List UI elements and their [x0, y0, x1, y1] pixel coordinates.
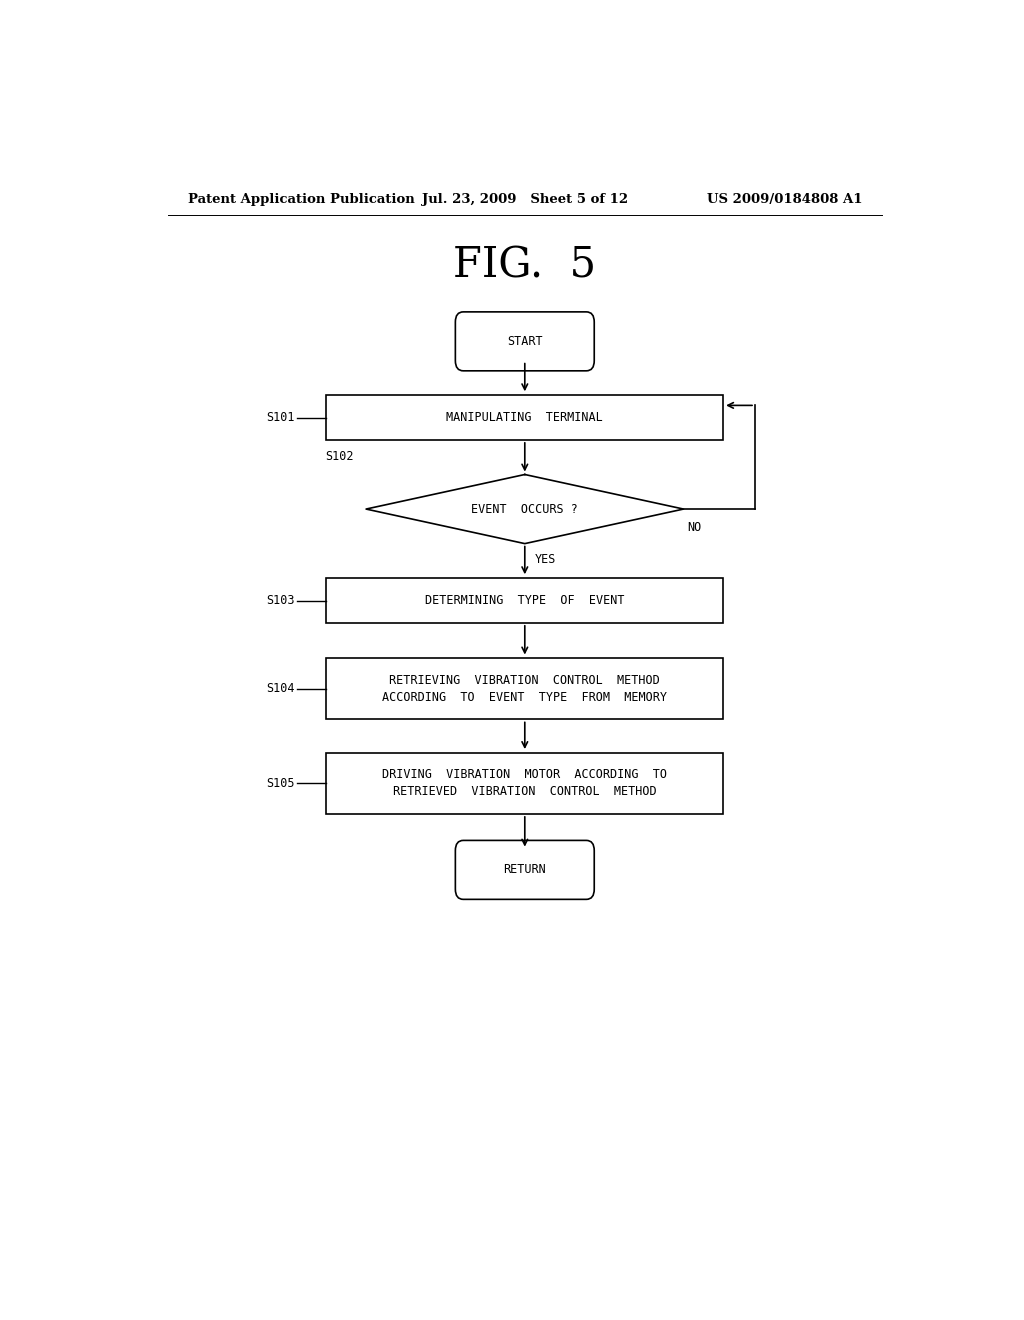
Text: S104: S104 [266, 682, 295, 696]
Text: RETRIEVING  VIBRATION  CONTROL  METHOD
ACCORDING  TO  EVENT  TYPE  FROM  MEMORY: RETRIEVING VIBRATION CONTROL METHOD ACCO… [382, 675, 668, 704]
Text: RETURN: RETURN [504, 863, 546, 876]
Text: Jul. 23, 2009   Sheet 5 of 12: Jul. 23, 2009 Sheet 5 of 12 [422, 193, 628, 206]
Text: FIG.  5: FIG. 5 [454, 244, 596, 286]
Text: S103: S103 [266, 594, 295, 607]
Bar [327, 659, 723, 719]
Text: YES: YES [535, 553, 556, 566]
Bar [327, 752, 723, 814]
Text: S105: S105 [266, 777, 295, 789]
Text: S102: S102 [326, 450, 354, 463]
Text: US 2009/0184808 A1: US 2009/0184808 A1 [708, 193, 863, 206]
Text: DRIVING  VIBRATION  MOTOR  ACCORDING  TO
RETRIEVED  VIBRATION  CONTROL  METHOD: DRIVING VIBRATION MOTOR ACCORDING TO RET… [382, 768, 668, 799]
Text: S101: S101 [266, 411, 295, 424]
Text: NO: NO [687, 521, 701, 535]
FancyBboxPatch shape [456, 312, 594, 371]
FancyBboxPatch shape [456, 841, 594, 899]
Text: DETERMINING  TYPE  OF  EVENT: DETERMINING TYPE OF EVENT [425, 594, 625, 607]
Text: START: START [507, 335, 543, 348]
Bar [327, 578, 723, 623]
Text: Patent Application Publication: Patent Application Publication [187, 193, 415, 206]
Text: EVENT  OCCURS ?: EVENT OCCURS ? [471, 503, 579, 516]
Bar [327, 395, 723, 440]
Text: MANIPULATING  TERMINAL: MANIPULATING TERMINAL [446, 411, 603, 424]
Polygon shape [367, 474, 684, 544]
